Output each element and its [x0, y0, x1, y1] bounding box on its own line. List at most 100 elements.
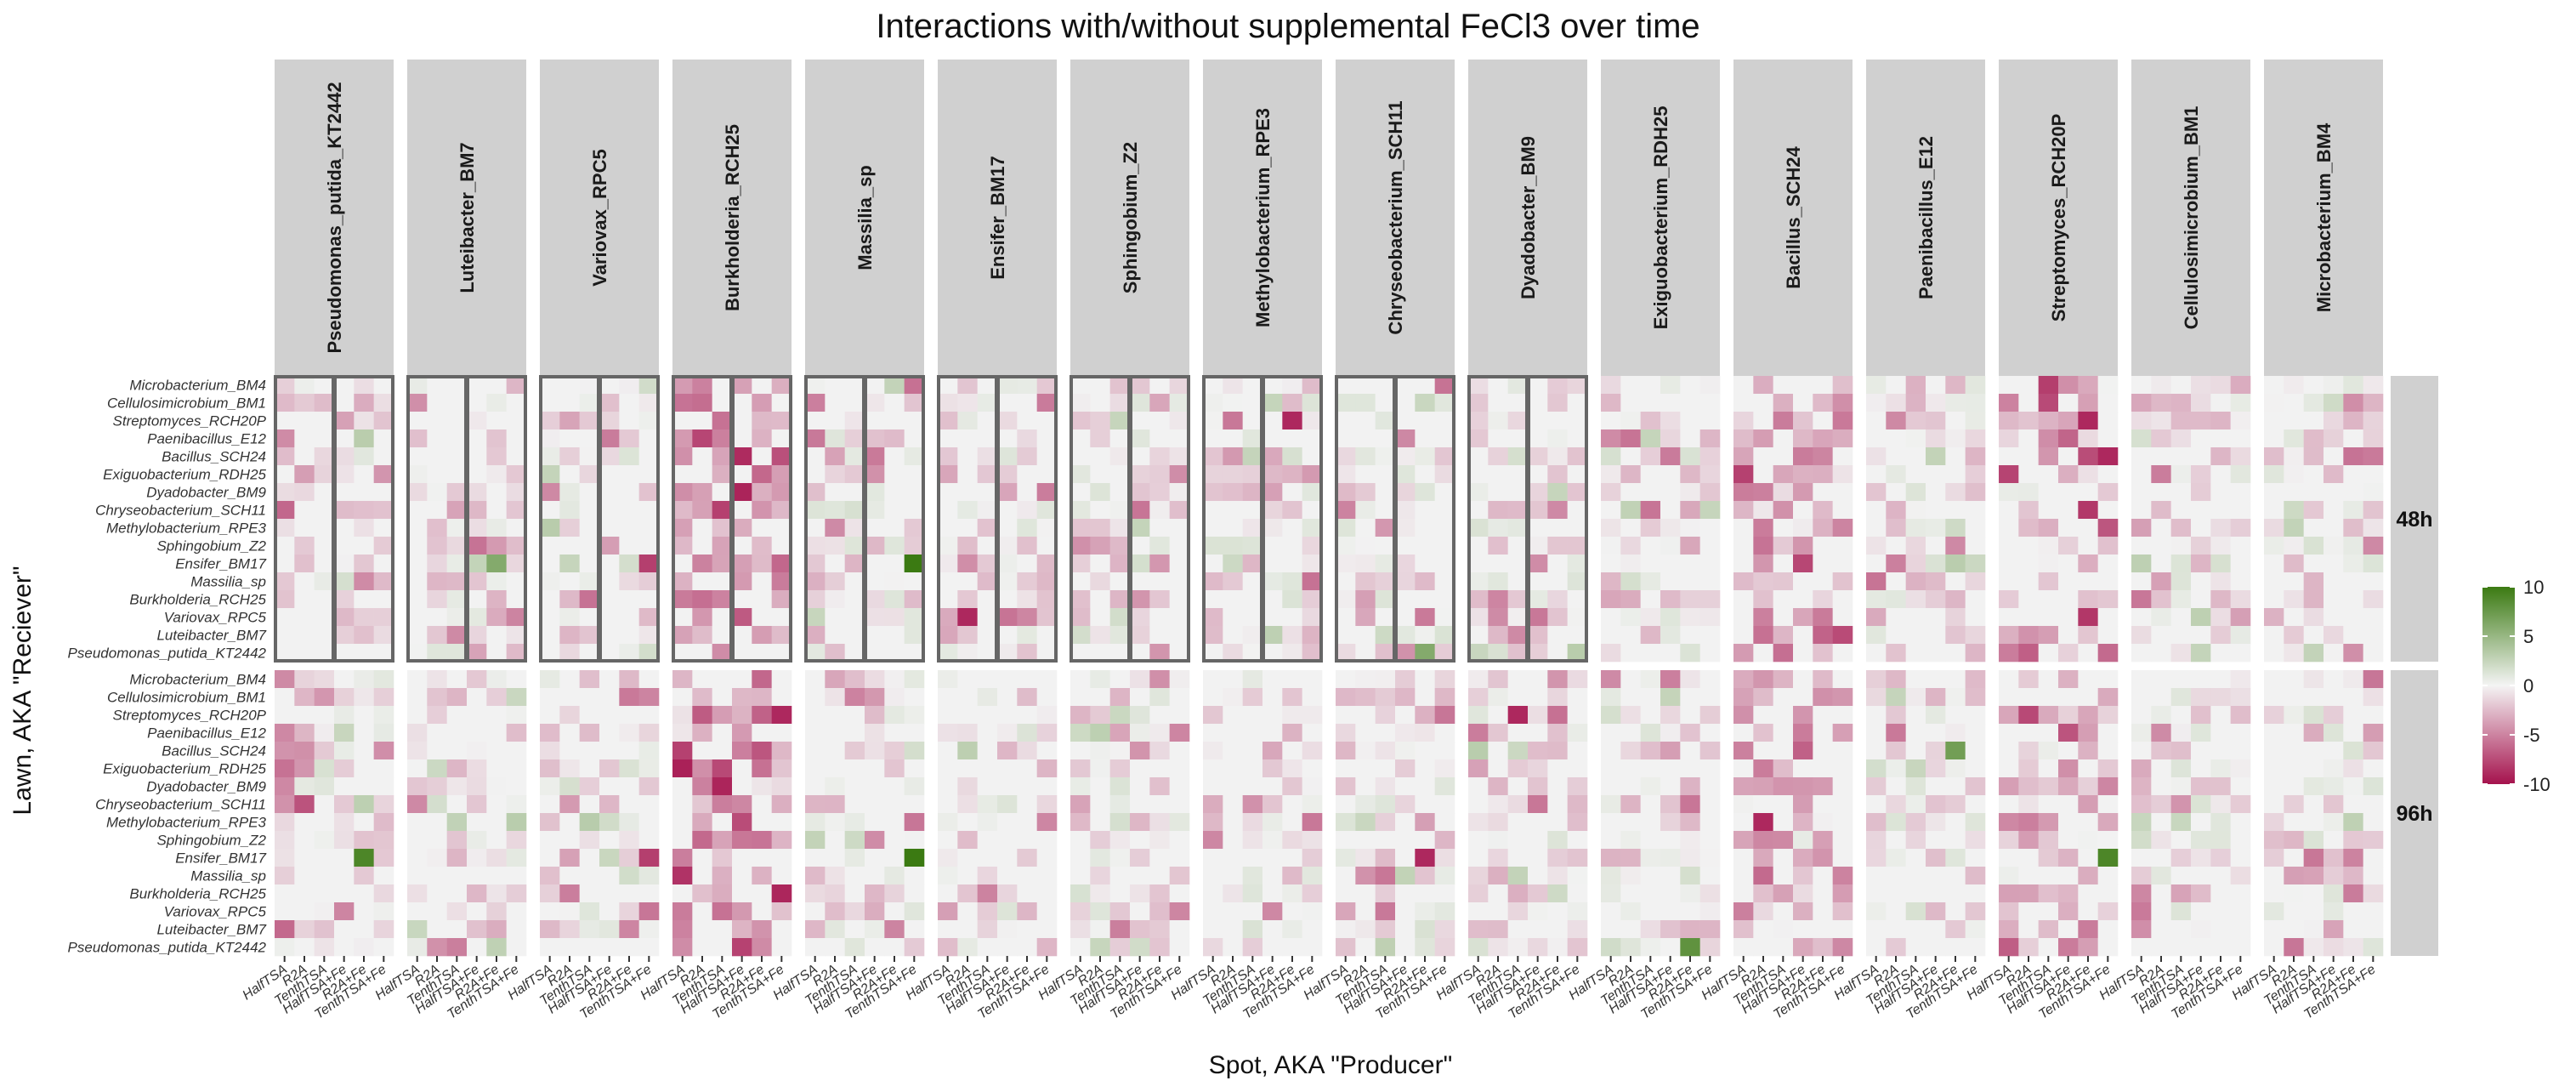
- heatmap-cell: [427, 519, 447, 537]
- heatmap-cell: [1753, 376, 1773, 395]
- heatmap-cell: [1090, 555, 1110, 573]
- heatmap-cell: [1302, 590, 1323, 609]
- heatmap-cell: [2078, 688, 2098, 707]
- heatmap-cell: [2097, 644, 2119, 663]
- heatmap-cell: [1866, 902, 1887, 921]
- heatmap-cell: [1945, 590, 1966, 609]
- heatmap-cell: [559, 688, 580, 707]
- heatmap-cell: [1070, 688, 1091, 707]
- heatmap-cell: [1886, 537, 1906, 555]
- heatmap-cell: [1130, 447, 1150, 466]
- heatmap-cell: [1926, 884, 1946, 903]
- heatmap-cell: [1773, 376, 1794, 395]
- heatmap-cell: [1395, 777, 1416, 796]
- heatmap-cell: [1395, 376, 1416, 395]
- heatmap-cell: [334, 849, 355, 867]
- heatmap-cell: [732, 884, 752, 903]
- heatmap-cell: [1336, 884, 1356, 903]
- heatmap-cell: [1886, 376, 1906, 395]
- heatmap-cell: [2284, 670, 2304, 689]
- heatmap-cell: [957, 902, 978, 921]
- heatmap-cell: [1149, 447, 1170, 466]
- heatmap-cell: [771, 429, 792, 448]
- heatmap-cell: [1488, 447, 1508, 466]
- heatmap-cell: [1262, 902, 1283, 921]
- heatmap-cell: [1507, 501, 1529, 520]
- heatmap-cell: [1886, 938, 1906, 957]
- heatmap-cell: [486, 626, 507, 645]
- heatmap-cell: [275, 394, 295, 412]
- heatmap-cell: [884, 849, 905, 867]
- heatmap-cell: [559, 412, 580, 430]
- heatmap-cell: [752, 412, 772, 430]
- heatmap-cell: [2058, 884, 2079, 903]
- heatmap-cell: [1130, 501, 1150, 520]
- heatmap-cell: [638, 795, 660, 814]
- heatmap-cell: [2284, 777, 2304, 796]
- heatmap-cell: [1999, 519, 2019, 537]
- heatmap-cell: [407, 483, 428, 502]
- heatmap-cell: [771, 777, 792, 796]
- heatmap-cell: [1336, 938, 1356, 957]
- heatmap-cell: [692, 465, 712, 484]
- heatmap-cell: [579, 938, 600, 957]
- heatmap-cell: [334, 501, 355, 520]
- heatmap-cell: [1017, 644, 1037, 663]
- heatmap-cell: [2191, 412, 2211, 430]
- heatmap-cell: [2343, 501, 2363, 520]
- heatmap-cell: [1223, 867, 1243, 885]
- heatmap-cell: [2303, 706, 2324, 725]
- heatmap-cell: [1130, 608, 1150, 627]
- heatmap-cell: [1793, 831, 1813, 850]
- heatmap-cell: [904, 902, 925, 921]
- heatmap-cell: [427, 742, 447, 760]
- heatmap-cell: [314, 902, 335, 921]
- heatmap-cell: [805, 688, 826, 707]
- heatmap-cell: [1336, 813, 1356, 832]
- heatmap-cell: [904, 501, 925, 520]
- heatmap-cell: [1773, 412, 1794, 430]
- heatmap-cell: [2363, 706, 2384, 725]
- heatmap-cell: [1036, 519, 1058, 537]
- heatmap-cell: [2284, 376, 2304, 395]
- heatmap-cell: [844, 465, 865, 484]
- heatmap-cell: [825, 884, 845, 903]
- heatmap-cell: [1203, 795, 1223, 814]
- heatmap-cell: [2343, 884, 2363, 903]
- heatmap-cell: [672, 831, 693, 850]
- heatmap-cell: [1567, 742, 1588, 760]
- heatmap-cell: [486, 376, 507, 395]
- heatmap-cell: [294, 884, 315, 903]
- heatmap-cell: [579, 777, 600, 796]
- heatmap-cell: [1905, 644, 1926, 663]
- heatmap-cell: [2078, 795, 2098, 814]
- heatmap-cell: [2303, 394, 2324, 412]
- heatmap-cell: [294, 412, 315, 430]
- heatmap-cell: [1169, 626, 1190, 645]
- heatmap-cell: [446, 920, 468, 939]
- heatmap-cell: [1302, 849, 1323, 867]
- heatmap-cell: [1528, 759, 1548, 778]
- receiver-tick-label: Streptomyces_RCH20P: [113, 708, 267, 724]
- heatmap-cell: [825, 724, 845, 742]
- heatmap-cell: [2284, 795, 2304, 814]
- heatmap-cell: [1620, 867, 1641, 885]
- heatmap-cell: [1395, 519, 1416, 537]
- heatmap-cell: [467, 670, 487, 689]
- heatmap-cell: [752, 626, 772, 645]
- heatmap-cell: [1395, 813, 1416, 832]
- heatmap-cell: [844, 429, 865, 448]
- heatmap-cell: [2131, 867, 2152, 885]
- heatmap-cell: [314, 813, 335, 832]
- heatmap-cell: [844, 412, 865, 430]
- heatmap-cell: [1733, 644, 1754, 663]
- heatmap-cell: [2303, 831, 2324, 850]
- heatmap-cell: [1620, 537, 1641, 555]
- heatmap-cell: [1866, 590, 1887, 609]
- heatmap-cell: [1733, 412, 1754, 430]
- heatmap-cell: [1223, 920, 1243, 939]
- heatmap-cell: [1999, 795, 2019, 814]
- heatmap-cell: [2324, 724, 2344, 742]
- heatmap-cell: [446, 519, 468, 537]
- heatmap-cell: [938, 795, 958, 814]
